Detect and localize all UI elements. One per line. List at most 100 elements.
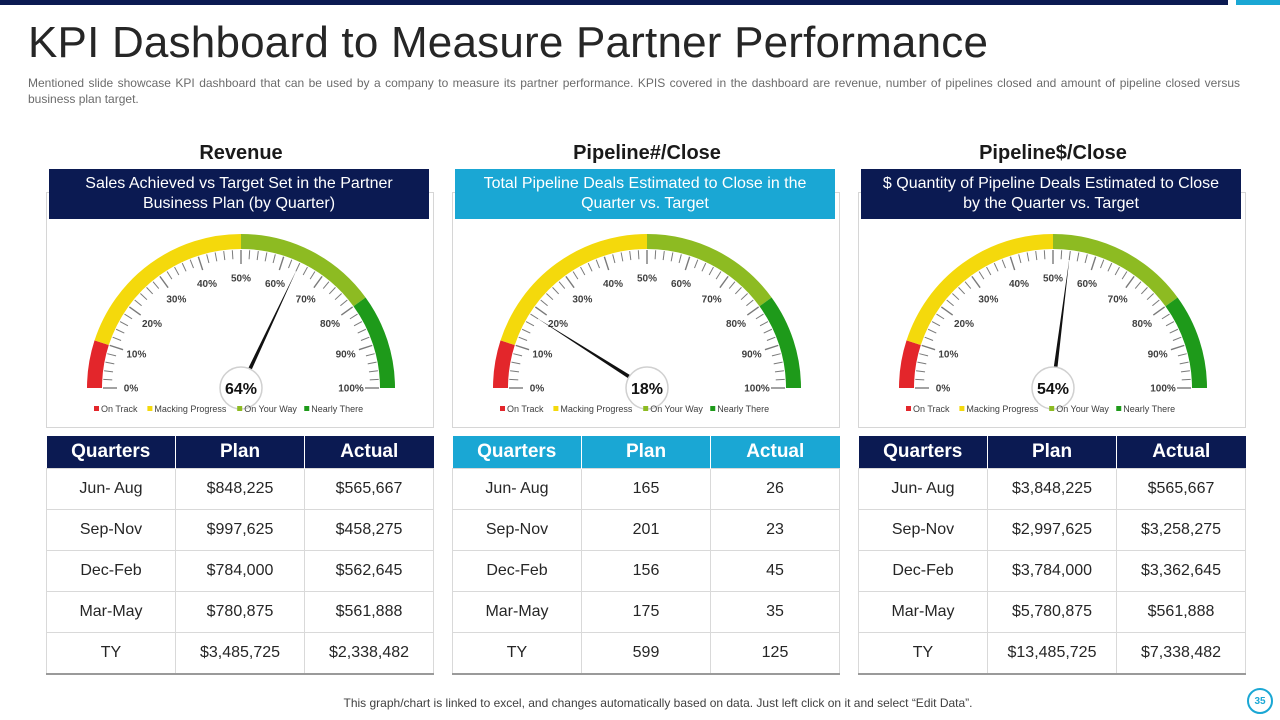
gauge-major-tick <box>197 256 204 271</box>
page-number-badge: 35 <box>1247 688 1273 714</box>
gauge-tick-label: 100% <box>1150 384 1176 395</box>
gauge-major-tick <box>1125 275 1135 289</box>
legend-label-macking-progress: Macking Progress <box>560 404 633 414</box>
table-cell: Mar-May <box>452 591 582 633</box>
table-row: Mar-May $5,780,875 $561,888 <box>858 591 1246 633</box>
gauge-minor-tick <box>654 250 657 260</box>
column-header-plan[interactable]: Plan <box>175 436 305 469</box>
gauge-minor-tick <box>915 378 925 381</box>
gauge-minor-tick <box>107 353 117 357</box>
gauge-minor-tick <box>104 370 114 373</box>
gauge-tick-label: 80% <box>320 319 340 330</box>
gauge-minor-tick <box>1179 361 1189 365</box>
gauge-value-label: 18% <box>631 381 663 398</box>
page-title: KPI Dashboard to Measure Partner Perform… <box>28 18 989 67</box>
gauge-minor-tick <box>701 262 707 272</box>
gauge-minor-tick <box>1001 259 1006 269</box>
gauge-minor-tick <box>1121 271 1128 280</box>
gauge-minor-tick <box>1018 254 1022 264</box>
gauge-tick-label: 60% <box>671 279 691 290</box>
column-header-quarters[interactable]: Quarters <box>46 436 176 469</box>
gauge-tick-label: 40% <box>197 279 217 290</box>
gauge-minor-tick <box>1043 250 1046 260</box>
table-cell: $3,362,645 <box>1116 550 1246 592</box>
column-header-plan[interactable]: Plan <box>581 436 711 469</box>
gauge-minor-tick <box>952 293 960 301</box>
gauge-needle <box>1050 258 1070 389</box>
gauge-minor-tick <box>931 321 941 327</box>
gauge-minor-tick <box>1180 370 1190 373</box>
table-cell: Mar-May <box>46 591 176 633</box>
gauge-tick-label: 90% <box>742 350 762 361</box>
gauge-minor-tick <box>1146 293 1154 301</box>
gauge-minor-tick <box>917 361 927 365</box>
gauge-minor-tick <box>134 299 142 307</box>
table-row: Dec-Feb $784,000 $562,645 <box>46 550 434 592</box>
gauge-minor-tick <box>694 259 699 269</box>
gauge-minor-tick <box>112 336 122 341</box>
column-header-actual[interactable]: Actual <box>1116 436 1246 469</box>
gauge-major-tick <box>719 275 729 289</box>
table-cell: $565,667 <box>304 468 434 510</box>
gauge-minor-tick <box>1161 313 1170 320</box>
gauge-minor-tick <box>964 281 972 289</box>
table-cell: Jun- Aug <box>452 468 582 510</box>
pipeline-amount-gauge[interactable]: 0% 10% 20% 30% 40% 50% 60% 70% 80% 90% 100% 54% On T… <box>858 220 1248 420</box>
revenue-gauge[interactable]: 0% 10% 20% 30% 40% 50% 60% 70% 80% 90% 100% 64% On T… <box>46 220 436 420</box>
pipeline-count-panel: Pipeline#/Close Total Pipeline Deals Est… <box>452 140 842 680</box>
gauge-needle <box>536 317 649 390</box>
gauge-minor-tick <box>248 250 251 260</box>
column-header-actual[interactable]: Actual <box>710 436 840 469</box>
pipeline-amount-gauge-header: $ Quantity of Pipeline Deals Estimated t… <box>861 169 1241 219</box>
gauge-band-on-your-way <box>240 234 366 307</box>
gauge-minor-tick <box>521 328 531 334</box>
gauge-band-on-your-way <box>646 234 772 307</box>
gauge-tick-label: 30% <box>572 295 592 306</box>
gauge-minor-tick <box>978 271 985 280</box>
legend-label-on-your-way: On Your Way <box>650 404 703 414</box>
gauge-band-macking-progress <box>906 234 1054 346</box>
footer-note: This graph/chart is linked to excel, and… <box>343 696 973 710</box>
gauge-tick-label: 0% <box>124 384 139 395</box>
legend-swatch-macking-progress <box>553 406 559 411</box>
gauge-tick-label: 70% <box>296 295 316 306</box>
gauge-minor-tick <box>775 378 785 381</box>
column-header-actual[interactable]: Actual <box>304 436 434 469</box>
gauge-minor-tick <box>558 281 566 289</box>
column-header-quarters[interactable]: Quarters <box>452 436 582 469</box>
gauge-minor-tick <box>678 254 682 264</box>
legend-swatch-on-your-way <box>237 406 243 411</box>
legend-swatch-on-track <box>94 406 99 411</box>
gauge-minor-tick <box>288 259 293 269</box>
gauge-tick-label: 60% <box>265 279 285 290</box>
table-cell: $561,888 <box>304 591 434 633</box>
column-header-quarters[interactable]: Quarters <box>858 436 988 469</box>
gauge-minor-tick <box>1060 250 1063 260</box>
gauge-tick-label: 20% <box>142 319 162 330</box>
revenue-title: Revenue <box>199 142 283 164</box>
pipeline-amount-title: Pipeline$/Close <box>979 142 1127 164</box>
gauge-minor-tick <box>540 299 548 307</box>
table-row: TY $3,485,725 $2,338,482 <box>46 632 434 675</box>
pipeline-count-gauge[interactable]: 0% 10% 20% 30% 40% 50% 60% 70% 80% 90% 100% 18% On T… <box>452 220 842 420</box>
table-cell: $565,667 <box>1116 468 1246 510</box>
table-cell: $561,888 <box>1116 591 1246 633</box>
table-cell: Sep-Nov <box>46 509 176 551</box>
gauge-minor-tick <box>525 321 535 327</box>
gauge-minor-tick <box>759 321 769 327</box>
table-row: Mar-May 175 35 <box>452 591 840 633</box>
table-cell: Sep-Nov <box>858 509 988 551</box>
table-cell: $13,485,725 <box>987 632 1117 675</box>
gauge-band-macking-progress <box>500 234 648 346</box>
gauge-minor-tick <box>766 336 776 341</box>
table-row: Jun- Aug $848,225 $565,667 <box>46 468 434 510</box>
gauge-major-tick <box>971 275 981 289</box>
gauge-minor-tick <box>1134 281 1142 289</box>
gauge-minor-tick <box>140 293 148 301</box>
table-cell: $997,625 <box>175 509 305 551</box>
column-header-plan[interactable]: Plan <box>987 436 1117 469</box>
gauge-minor-tick <box>103 378 113 381</box>
gauge-minor-tick <box>552 287 560 295</box>
table-cell: 23 <box>710 509 840 551</box>
table-cell: Dec-Feb <box>452 550 582 592</box>
